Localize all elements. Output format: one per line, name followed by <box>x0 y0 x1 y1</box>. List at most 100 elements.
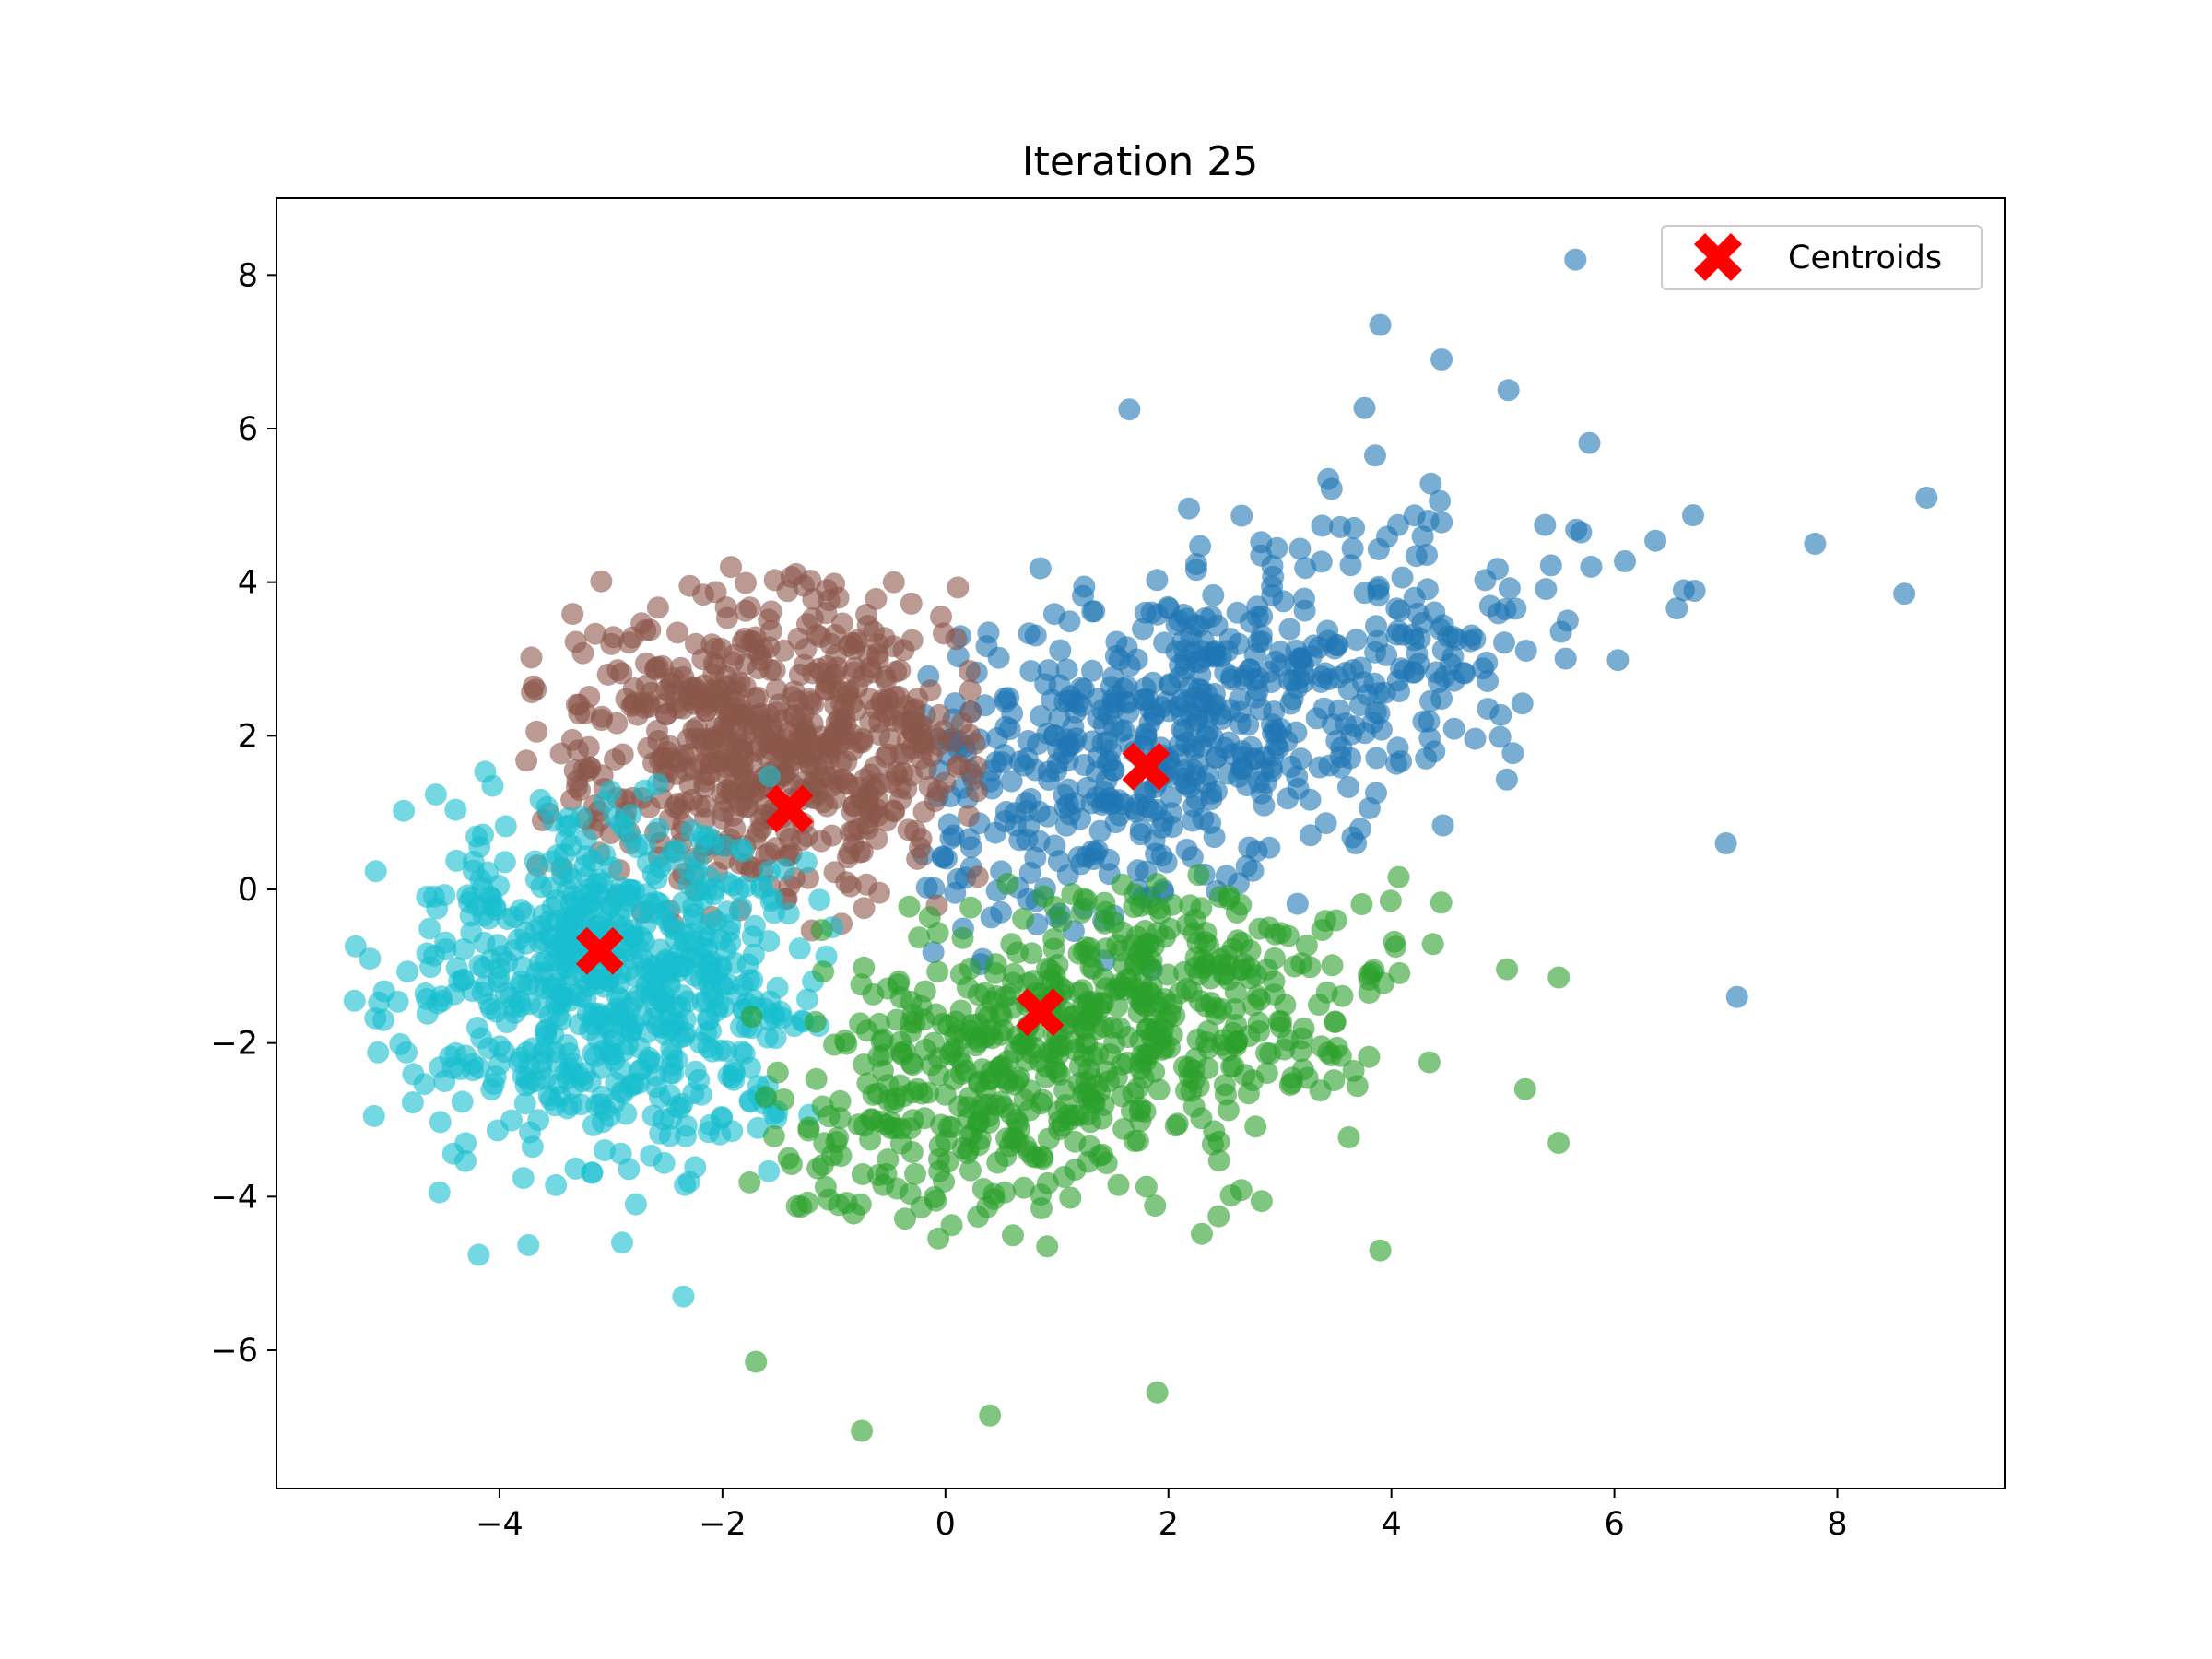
cluster-2-point <box>685 861 708 884</box>
centroid-marker-2 <box>575 926 624 975</box>
cluster-1-point <box>515 749 538 772</box>
cluster-3-point <box>927 1227 950 1250</box>
cluster-0-point <box>1386 669 1409 692</box>
cluster-0-point <box>1497 379 1520 402</box>
cluster-3-point <box>1140 949 1163 972</box>
cluster-2-point <box>613 818 636 840</box>
cluster-3-point <box>1156 963 1179 986</box>
cluster-2-point <box>726 984 748 1006</box>
cluster-0-point <box>1325 730 1348 752</box>
cluster-0-point <box>994 715 1018 738</box>
cluster-1-point <box>910 828 933 851</box>
cluster-0-point <box>1018 622 1041 645</box>
cluster-0-point <box>1047 738 1070 761</box>
cluster-2-point <box>611 1231 633 1254</box>
cluster-2-point <box>448 970 471 993</box>
cluster-3-point <box>1154 925 1176 948</box>
cluster-2-point <box>640 1144 663 1167</box>
cluster-3-point <box>1059 1186 1082 1209</box>
cluster-3-point <box>1012 1176 1035 1199</box>
cluster-2-point <box>484 895 507 918</box>
cluster-0-point <box>1118 398 1141 421</box>
cluster-3-point <box>871 1059 894 1082</box>
cluster-1-point <box>865 828 888 851</box>
cluster-1-point <box>525 720 548 743</box>
cluster-1-point <box>788 664 811 686</box>
cluster-2-point <box>647 818 670 841</box>
cluster-3-point <box>1119 967 1142 990</box>
cluster-0-point <box>1714 832 1737 854</box>
cluster-3-point <box>829 1089 852 1112</box>
cluster-3-point <box>1187 864 1210 887</box>
cluster-0-point <box>1419 472 1442 495</box>
cluster-0-point <box>1184 559 1207 582</box>
cluster-0-point <box>1539 554 1562 577</box>
cluster-0-point <box>935 847 958 870</box>
cluster-3-point <box>950 1063 972 1086</box>
cluster-2-point <box>710 1106 733 1128</box>
cluster-3-point <box>1100 1016 1124 1039</box>
cluster-1-point <box>947 576 970 599</box>
cluster-2-point <box>582 1113 605 1136</box>
cluster-0-point <box>1431 814 1454 837</box>
cluster-3-point <box>979 1018 1002 1041</box>
cluster-0-point <box>1556 609 1579 632</box>
cluster-2-point <box>395 1041 418 1064</box>
cluster-0-point <box>1644 529 1667 552</box>
cluster-1-point <box>744 639 767 662</box>
cluster-0-point <box>1429 489 1452 512</box>
cluster-0-point <box>1172 603 1195 626</box>
cluster-0-point <box>1493 631 1515 654</box>
cluster-2-point <box>524 868 547 891</box>
cluster-3-point <box>1155 1007 1178 1030</box>
cluster-1-point <box>758 841 781 865</box>
cluster-0-point <box>1244 686 1267 709</box>
cluster-3-point <box>1421 933 1444 956</box>
cluster-1-point <box>868 724 891 747</box>
x-tick-label: −2 <box>699 1506 747 1543</box>
cluster-3-point <box>1082 958 1104 980</box>
cluster-3-point <box>827 1126 850 1149</box>
cluster-2-point <box>434 931 457 954</box>
cluster-0-point <box>1318 754 1341 777</box>
cluster-2-point <box>582 1002 606 1025</box>
cluster-0-point <box>1564 248 1587 271</box>
cluster-2-point <box>507 928 530 951</box>
cluster-2-point <box>764 1027 787 1050</box>
cluster-0-point <box>1893 582 1916 606</box>
cluster-3-point <box>818 1188 841 1211</box>
cluster-1-point <box>602 626 625 649</box>
centroid-marker-0 <box>1122 742 1171 791</box>
cluster-3-point <box>1144 1194 1167 1218</box>
cluster-2-point <box>513 1092 536 1115</box>
cluster-2-point <box>665 1049 688 1072</box>
cluster-3-point <box>1161 893 1183 916</box>
cluster-0-point <box>1155 851 1178 874</box>
cluster-0-point <box>1494 598 1517 620</box>
cluster-3-point <box>804 1010 827 1033</box>
cluster-2-point <box>691 947 713 971</box>
cluster-1-point <box>875 669 898 692</box>
cluster-0-point <box>1289 747 1312 771</box>
cluster-2-point <box>682 1082 705 1105</box>
cluster-3-point <box>967 1206 990 1228</box>
cluster-3-point <box>1005 1108 1028 1131</box>
cluster-2-point <box>649 938 672 961</box>
cluster-1-point <box>900 737 924 760</box>
cluster-3-point <box>867 1164 890 1186</box>
cluster-2-point <box>477 1037 500 1060</box>
x-axis: −4 −2 0 2 4 6 8 <box>476 1488 1848 1543</box>
cluster-2-point <box>730 1040 753 1063</box>
cluster-3-point <box>738 1171 761 1194</box>
cluster-2-point <box>723 1068 746 1091</box>
cluster-3-point <box>1264 923 1287 946</box>
cluster-3-point <box>1250 1190 1273 1213</box>
cluster-1-point <box>646 596 669 619</box>
cluster-0-point <box>1246 606 1269 629</box>
cluster-3-point <box>1342 1059 1365 1082</box>
cluster-3-point <box>967 983 990 1006</box>
cluster-3-point <box>940 1116 963 1138</box>
cluster-1-point <box>912 800 935 823</box>
cluster-1-point <box>675 759 698 782</box>
cluster-0-point <box>922 941 945 964</box>
